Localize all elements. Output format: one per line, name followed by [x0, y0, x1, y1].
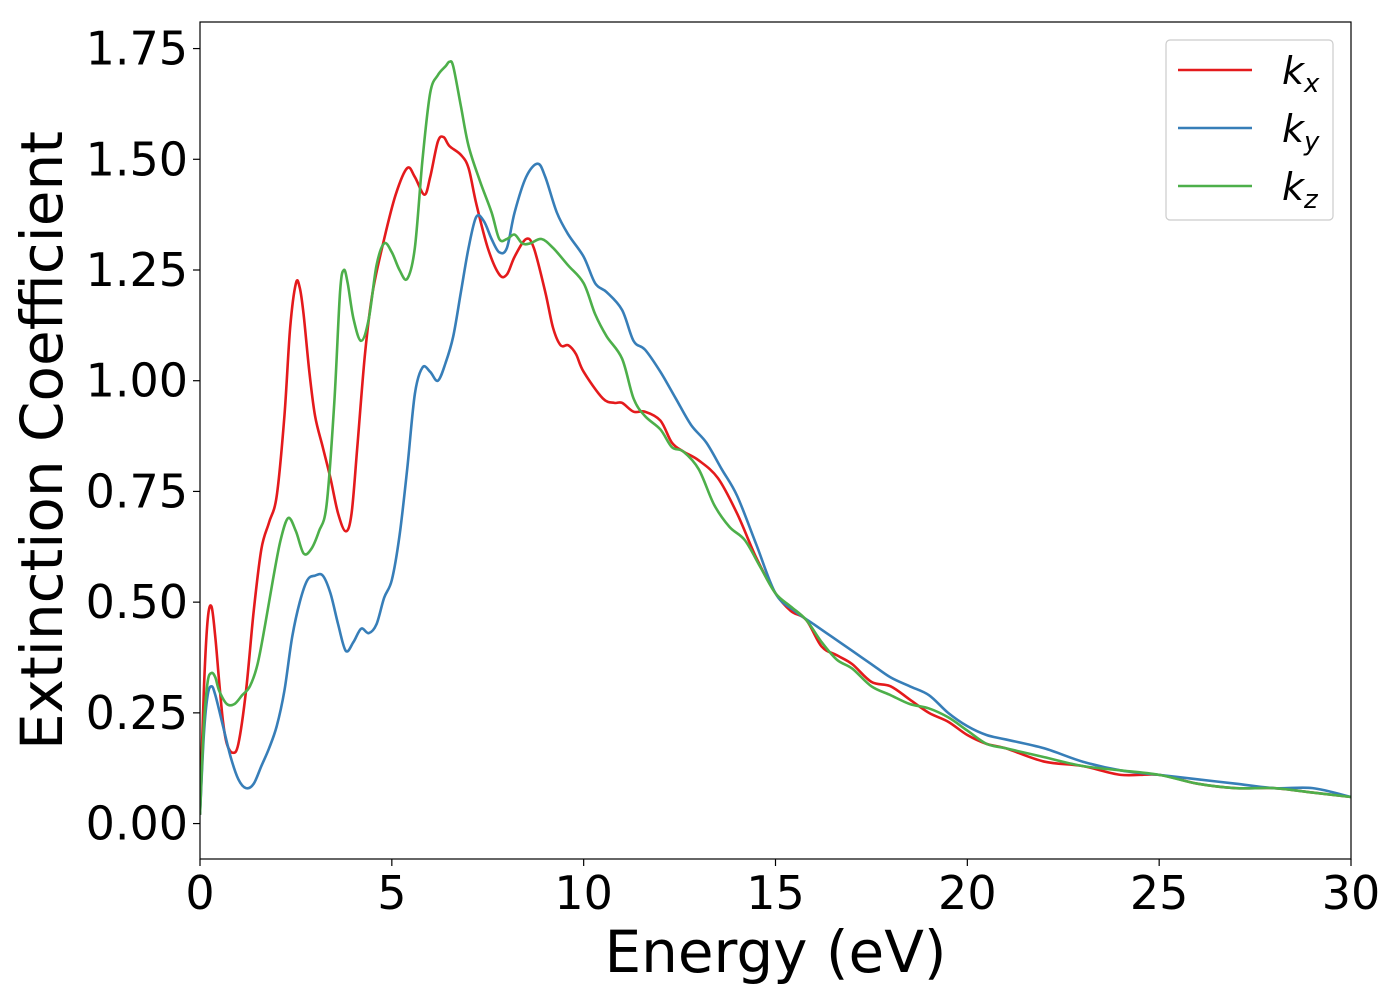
- x-tick-label: 5: [377, 866, 406, 920]
- x-tick-label: 25: [1130, 866, 1189, 920]
- legend-label-y: ky: [1282, 107, 1320, 157]
- x-tick-label: 20: [938, 866, 997, 920]
- series-layer: [200, 60, 1351, 815]
- legend-label-subscript: y: [1303, 127, 1320, 157]
- x-tick-label: 10: [554, 866, 613, 920]
- y-tick-label: 1.50: [86, 132, 188, 186]
- y-tick-label: 0.50: [86, 575, 188, 629]
- legend-label-subscript: z: [1303, 185, 1319, 215]
- x-tick-label: 30: [1322, 866, 1381, 920]
- legend-label-main: k: [1282, 49, 1306, 93]
- legend-label-subscript: x: [1303, 69, 1320, 99]
- y-axis-ticks: 0.00 0.25 0.50 0.75 1.00 1.25 1.50 1.75: [86, 22, 200, 851]
- legend-label-z: kz: [1282, 165, 1319, 215]
- x-axis-label: Energy (eV): [604, 918, 946, 986]
- x-axis-ticks: 0 5 10 15 20 25 30: [185, 859, 1380, 920]
- x-tick-label: 0: [185, 866, 214, 920]
- series-line-x: [200, 135, 1351, 815]
- y-tick-label: 0.00: [86, 797, 188, 851]
- legend-box: [1165, 39, 1334, 221]
- y-axis-label: Extinction Coefficient: [8, 131, 76, 750]
- y-tick-label: 0.75: [86, 464, 188, 518]
- y-tick-label: 1.25: [86, 243, 188, 297]
- legend-label-x: kx: [1282, 49, 1320, 99]
- legend-label-main: k: [1282, 165, 1306, 209]
- legend-label-main: k: [1282, 107, 1306, 151]
- x-tick-label: 15: [746, 866, 805, 920]
- y-tick-label: 0.25: [86, 686, 188, 740]
- series-line-y: [200, 162, 1351, 815]
- series-line-z: [200, 60, 1351, 815]
- y-tick-label: 1.00: [86, 354, 188, 408]
- y-tick-label: 1.75: [86, 22, 188, 76]
